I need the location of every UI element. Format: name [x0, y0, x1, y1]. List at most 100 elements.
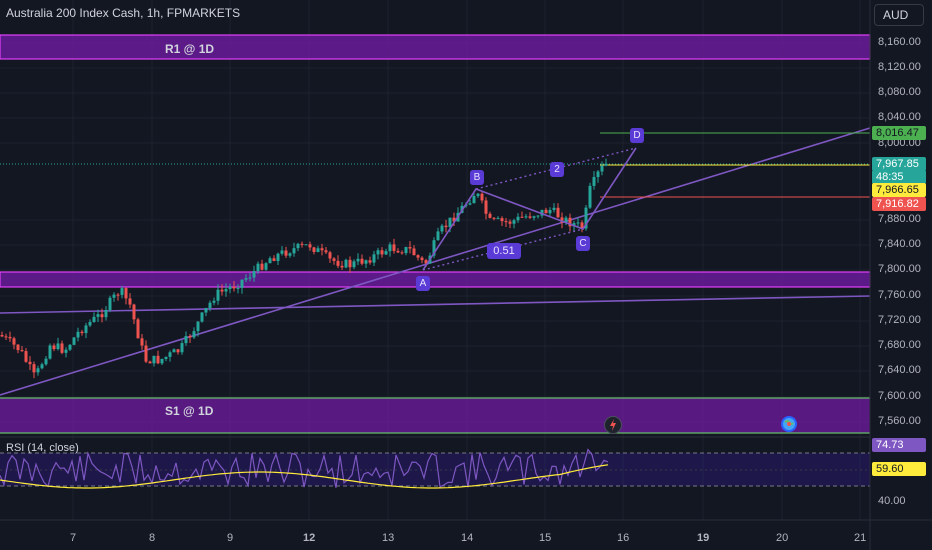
- candle-body: [8, 336, 12, 339]
- resistance-zone: [0, 34, 871, 60]
- lightning-icon[interactable]: [604, 416, 622, 434]
- candle-body: [528, 216, 532, 218]
- candle-body: [316, 248, 320, 253]
- candle-body: [128, 298, 132, 305]
- candle-body: [292, 248, 296, 254]
- price-tick: 7,600.00: [878, 390, 921, 402]
- price-tick: 8,000.00: [878, 137, 921, 149]
- candle-body: [20, 350, 24, 352]
- candle-body: [260, 263, 264, 270]
- candles: [0, 158, 608, 379]
- candle-body: [596, 171, 600, 178]
- candle-body: [340, 265, 344, 268]
- candle-body: [556, 207, 560, 218]
- candle-body: [96, 314, 100, 317]
- candle-body: [264, 263, 268, 270]
- candle-body: [208, 302, 212, 309]
- candle-body: [524, 216, 528, 218]
- candle-body: [256, 263, 260, 272]
- candle-body: [452, 217, 456, 222]
- candle-body: [220, 289, 224, 292]
- candle-body: [500, 218, 504, 222]
- price-tick: 8,160.00: [878, 36, 921, 48]
- price-tick: 8,040.00: [878, 111, 921, 123]
- pattern-point-b[interactable]: B: [470, 170, 484, 185]
- candle-body: [308, 244, 312, 248]
- candle-body: [108, 297, 112, 310]
- target-price-tag: 8,016.47: [872, 126, 926, 140]
- pattern-ratio-label[interactable]: 0.51: [487, 243, 521, 259]
- candle-body: [284, 250, 288, 256]
- candle-body: [176, 349, 180, 353]
- candle-body: [188, 336, 192, 338]
- pattern-point-d[interactable]: D: [630, 128, 644, 143]
- earth-icon[interactable]: [781, 416, 797, 432]
- candle-body: [152, 355, 156, 364]
- price-tick: 7,760.00: [878, 289, 921, 301]
- candle-body: [28, 361, 32, 365]
- currency-selector[interactable]: AUD: [874, 4, 924, 26]
- candle-body: [64, 349, 68, 353]
- candle-body: [280, 250, 284, 254]
- support-zone: [0, 398, 870, 433]
- price-tick: 7,640.00: [878, 364, 921, 376]
- candle-body: [392, 244, 396, 251]
- candle-body: [40, 364, 44, 369]
- pattern-number-label[interactable]: 2: [550, 162, 564, 177]
- candle-body: [80, 331, 84, 334]
- candle-body: [4, 336, 8, 338]
- candle-body: [164, 356, 168, 359]
- candle-body: [488, 213, 492, 218]
- time-label: 8: [149, 532, 156, 544]
- candle-body: [104, 309, 108, 318]
- candle-body: [52, 345, 56, 350]
- price-tick: 8,080.00: [878, 86, 921, 98]
- candle-body: [204, 308, 208, 313]
- candle-body: [304, 244, 308, 246]
- candle-body: [196, 321, 200, 332]
- candle-body: [200, 312, 204, 322]
- candle-body: [424, 260, 428, 264]
- price-tick: 7,560.00: [878, 415, 921, 427]
- price-tick: 7,800.00: [878, 263, 921, 275]
- abcd-pattern: [422, 147, 637, 271]
- candle-body: [516, 216, 520, 221]
- time-label: 9: [227, 532, 234, 544]
- candle-body: [184, 336, 188, 344]
- pattern-point-a[interactable]: A: [416, 276, 430, 291]
- candle-body: [484, 200, 488, 214]
- candle-body: [388, 244, 392, 252]
- candle-body: [588, 185, 592, 208]
- candle-body: [436, 231, 440, 241]
- candle-body: [156, 355, 160, 364]
- candle-body: [380, 250, 384, 255]
- candle-body: [440, 225, 444, 232]
- candle-body: [564, 217, 568, 223]
- candle-body: [360, 258, 364, 264]
- candle-body: [116, 294, 120, 296]
- candle-body: [32, 364, 36, 373]
- middle-zone: [0, 271, 871, 288]
- candle-body: [408, 247, 412, 249]
- pattern-point-c[interactable]: C: [576, 236, 590, 251]
- candle-body: [112, 294, 116, 298]
- candle-body: [16, 344, 20, 351]
- current-price-tag: 7,967.85: [872, 157, 926, 171]
- candle-body: [216, 289, 220, 301]
- candle-body: [12, 338, 16, 345]
- candle-body: [88, 322, 92, 326]
- rsi-value-tag: 74.73: [872, 438, 926, 452]
- candle-body: [100, 314, 104, 318]
- rsi-ma-tag: 59.60: [872, 462, 926, 476]
- candle-body: [224, 289, 228, 292]
- rsi-ma-line: [0, 464, 609, 489]
- candle-body: [324, 250, 328, 253]
- red-price-tag: 7,916.82: [872, 197, 926, 211]
- candle-body: [0, 335, 4, 337]
- rising-trendline: [0, 127, 871, 396]
- candle-body: [412, 248, 416, 256]
- candle-body: [504, 221, 508, 223]
- candle-body: [352, 261, 356, 268]
